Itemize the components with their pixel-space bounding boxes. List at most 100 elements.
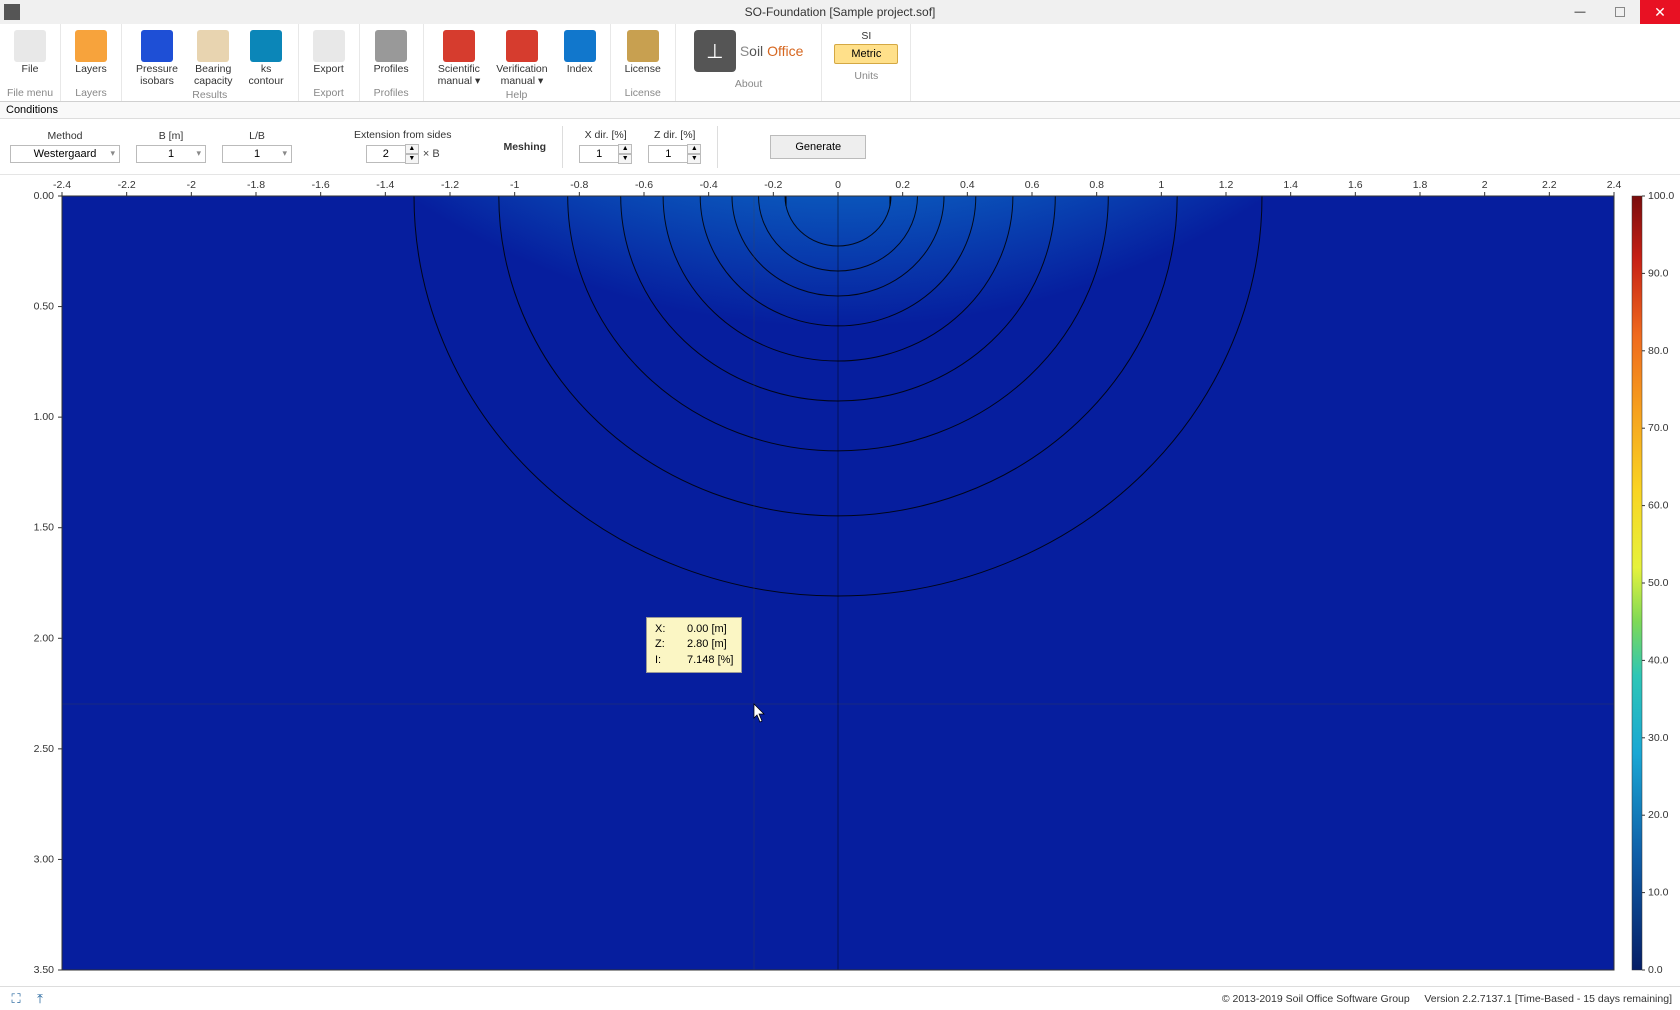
plot-area[interactable]: -2.4-2.2-2-1.8-1.6-1.4-1.2-1-0.8-0.6-0.4… <box>6 174 1674 980</box>
conditions-header: Conditions <box>0 102 1680 119</box>
ribbon-caption: Layers <box>75 87 107 101</box>
zdir-label: Z dir. [%] <box>654 129 695 141</box>
ribbon-item-license[interactable]: License <box>617 28 669 78</box>
titlebar: SO-Foundation [Sample project.sof] <box>0 0 1680 24</box>
svg-text:2.50: 2.50 <box>34 743 55 755</box>
ribbon-item-scientific[interactable]: Scientificmanual ▾ <box>430 28 489 89</box>
ribbon-item-layers[interactable]: Layers <box>67 28 115 78</box>
svg-text:1.8: 1.8 <box>1413 179 1428 191</box>
minimize-button[interactable] <box>1560 0 1600 24</box>
b-label: B [m] <box>159 130 184 142</box>
separator <box>562 126 563 168</box>
generate-button[interactable]: Generate <box>770 135 866 159</box>
svg-text:0.00: 0.00 <box>34 190 55 202</box>
svg-text:0.50: 0.50 <box>34 301 55 313</box>
ribbon-item-index[interactable]: Index <box>556 28 604 78</box>
svg-text:90.0: 90.0 <box>1648 267 1669 279</box>
svg-text:0.4: 0.4 <box>960 179 975 191</box>
window-controls <box>1560 0 1680 24</box>
ribbon-item-bearing[interactable]: Bearingcapacity <box>186 28 241 89</box>
ribbon-label: Layers <box>75 64 107 76</box>
ribbon-icon <box>443 30 475 62</box>
svg-text:-1.2: -1.2 <box>441 179 459 191</box>
ribbon-group: File File menu <box>0 24 61 101</box>
ribbon-item-pressure[interactable]: Pressureisobars <box>128 28 186 89</box>
lb-select[interactable]: 1 <box>222 145 292 163</box>
method-select[interactable]: Westergaard <box>10 145 120 163</box>
ribbon-label: Pressureisobars <box>136 64 178 87</box>
svg-text:50.0: 50.0 <box>1648 577 1669 589</box>
ribbon-icon <box>141 30 173 62</box>
svg-text:-0.6: -0.6 <box>635 179 653 191</box>
units-si-label: SI <box>859 28 873 44</box>
svg-text:2.4: 2.4 <box>1607 179 1622 191</box>
zdir-up[interactable]: ▲ <box>687 144 701 154</box>
ribbon-group: Pressureisobars Bearingcapacity kscontour R… <box>122 24 299 101</box>
status-bar: ⛶ ⤒ © 2013-2019 Soil Office Software Gro… <box>0 986 1680 1010</box>
meshing-label: Meshing <box>503 141 546 153</box>
version-text: Version 2.2.7137.1 [Time-Based - 15 days… <box>1424 993 1672 1005</box>
method-label: Method <box>47 130 82 142</box>
units-metric-button[interactable]: Metric <box>834 44 898 64</box>
svg-text:-2: -2 <box>187 179 196 191</box>
ribbon-caption: Units <box>854 70 878 84</box>
ribbon-caption: Results <box>192 89 227 103</box>
ribbon-item-ks[interactable]: kscontour <box>241 28 292 89</box>
svg-text:100.0: 100.0 <box>1648 190 1674 202</box>
ribbon-caption: File menu <box>7 87 53 101</box>
ribbon-caption: Help <box>506 89 528 103</box>
ribbon-item-file[interactable]: File <box>6 28 54 78</box>
svg-text:1.2: 1.2 <box>1219 179 1234 191</box>
plot-svg: -2.4-2.2-2-1.8-1.6-1.4-1.2-1-0.8-0.6-0.4… <box>6 174 1674 980</box>
svg-text:-2.4: -2.4 <box>53 179 71 191</box>
svg-text:-1.4: -1.4 <box>376 179 394 191</box>
ribbon-label: kscontour <box>249 64 284 87</box>
svg-text:2.00: 2.00 <box>34 632 55 644</box>
tooltip-z-value: 2.80 [m] <box>687 637 727 652</box>
ribbon-item-export[interactable]: Export <box>305 28 353 78</box>
conditions-bar: Method Westergaard B [m] 1 L/B 1 Extensi… <box>0 119 1680 175</box>
tooltip-z-label: Z: <box>655 637 669 652</box>
plot-tooltip: X:0.00 [m] Z:2.80 [m] I:7.148 [%] <box>646 617 742 673</box>
zdir-spinner[interactable]: 1 ▲ ▼ <box>648 144 701 164</box>
logo-box[interactable]: ⊥Soil Office <box>682 24 816 78</box>
svg-text:1.6: 1.6 <box>1348 179 1363 191</box>
ribbon-group: Scientificmanual ▾ Verificationmanual ▾In… <box>424 24 611 101</box>
ribbon-item-verification[interactable]: Verificationmanual ▾ <box>488 28 555 89</box>
xdir-up[interactable]: ▲ <box>618 144 632 154</box>
zdir-down[interactable]: ▼ <box>687 154 701 164</box>
ribbon-icon <box>564 30 596 62</box>
expand-icon[interactable]: ⛶ <box>8 991 24 1007</box>
ribbon-icon <box>197 30 229 62</box>
xdir-spinner[interactable]: 1 ▲ ▼ <box>579 144 632 164</box>
collapse-icon[interactable]: ⤒ <box>32 991 48 1007</box>
ribbon-icon <box>75 30 107 62</box>
svg-text:-0.2: -0.2 <box>764 179 782 191</box>
maximize-button[interactable] <box>1600 0 1640 24</box>
logo-text: Soil Office <box>740 43 804 59</box>
lb-label: L/B <box>249 130 265 142</box>
ribbon-icon <box>250 30 282 62</box>
ribbon: File File menu Layers Layers Pressureisobars… <box>0 24 1680 102</box>
svg-text:-1: -1 <box>510 179 519 191</box>
extension-spinner[interactable]: 2 ▲ ▼ <box>366 144 419 164</box>
svg-text:30.0: 30.0 <box>1648 732 1669 744</box>
extension-up[interactable]: ▲ <box>405 144 419 154</box>
ribbon-item-profiles[interactable]: Profiles <box>366 28 417 78</box>
xdir-value: 1 <box>579 145 619 163</box>
b-select[interactable]: 1 <box>136 145 206 163</box>
svg-text:3.50: 3.50 <box>34 964 55 976</box>
extension-down[interactable]: ▼ <box>405 154 419 164</box>
svg-text:80.0: 80.0 <box>1648 345 1669 357</box>
close-button[interactable] <box>1640 0 1680 24</box>
svg-text:2.2: 2.2 <box>1542 179 1557 191</box>
svg-text:2: 2 <box>1482 179 1488 191</box>
svg-text:0.8: 0.8 <box>1089 179 1104 191</box>
tooltip-i-label: I: <box>655 653 669 668</box>
tooltip-i-value: 7.148 [%] <box>687 653 733 668</box>
ribbon-label: Scientificmanual ▾ <box>438 64 481 87</box>
ribbon-label: Export <box>313 64 343 76</box>
svg-text:0: 0 <box>835 179 841 191</box>
app-icon <box>4 4 20 20</box>
xdir-down[interactable]: ▼ <box>618 154 632 164</box>
